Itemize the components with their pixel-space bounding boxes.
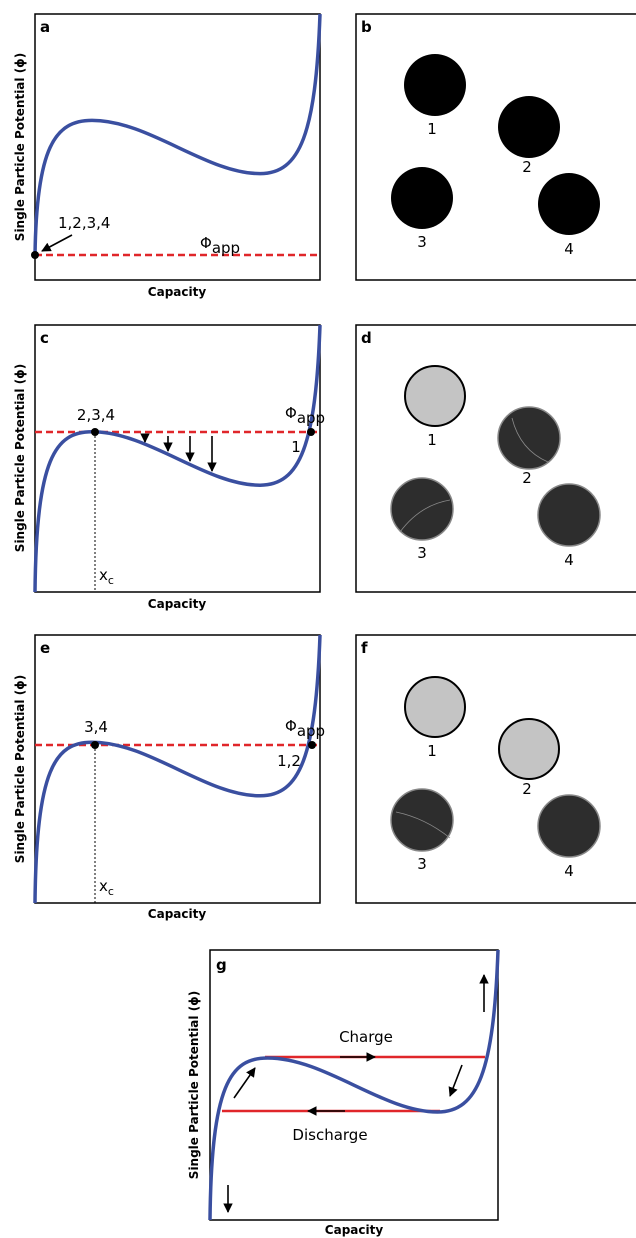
particle-label: 1 xyxy=(427,120,437,138)
point xyxy=(91,741,99,749)
frame xyxy=(356,325,636,592)
particle xyxy=(498,407,560,469)
particle-label: 3 xyxy=(417,233,427,251)
y-label: Single Particle Potential (ϕ) xyxy=(13,364,27,552)
particle-label: 2 xyxy=(522,469,532,487)
x-label: Capacity xyxy=(325,1223,384,1237)
particle-label: 3 xyxy=(417,855,427,873)
y-label: Single Particle Potential (ϕ) xyxy=(13,53,27,241)
potential-label: Φapp xyxy=(200,234,240,257)
symbol: Φ xyxy=(200,234,212,252)
point-label: 1 xyxy=(291,438,301,456)
particle xyxy=(498,96,560,158)
panel-label: c xyxy=(40,329,49,347)
discharge-label: Discharge xyxy=(292,1126,367,1144)
point xyxy=(91,428,99,436)
symbol: Φ xyxy=(285,404,297,422)
point-label: 1,2 xyxy=(277,752,301,770)
panel-e: e Single Particle Potential (ϕ) Capacity… xyxy=(13,635,325,921)
symbol: Φ xyxy=(285,717,297,735)
particle xyxy=(391,167,453,229)
symbol: x xyxy=(99,877,108,895)
panel-b: b 1 2 3 4 xyxy=(356,14,636,280)
panel-d: d 1 2 3 4 xyxy=(356,325,636,592)
subscript: app xyxy=(297,409,325,427)
point xyxy=(308,741,316,749)
x-label: Capacity xyxy=(148,597,207,611)
subscript: c xyxy=(108,885,114,898)
particle-label: 4 xyxy=(564,551,574,569)
x-label: Capacity xyxy=(148,907,207,921)
potential-label: Φapp xyxy=(285,404,325,427)
y-label: Single Particle Potential (ϕ) xyxy=(187,991,201,1179)
critical-label: xc xyxy=(99,566,114,587)
y-label: Single Particle Potential (ϕ) xyxy=(13,675,27,863)
particle xyxy=(391,478,453,540)
particle xyxy=(499,719,559,779)
page: a Single Particle Potential (ϕ) Capacity… xyxy=(0,0,636,1238)
subscript: app xyxy=(212,239,240,257)
particle xyxy=(538,173,600,235)
particle xyxy=(391,789,453,851)
particle xyxy=(538,484,600,546)
point-label: 3,4 xyxy=(84,718,108,736)
frame xyxy=(356,635,636,903)
particle-label: 4 xyxy=(564,862,574,880)
point xyxy=(31,251,39,259)
arrow xyxy=(234,1068,255,1098)
particle xyxy=(404,54,466,116)
particle-label: 2 xyxy=(522,780,532,798)
particle xyxy=(405,677,465,737)
subscript: app xyxy=(297,722,325,740)
potential-label: Φapp xyxy=(285,717,325,740)
panel-label: d xyxy=(361,329,372,347)
panel-c: c Single Particle Potential (ϕ) Capacity… xyxy=(13,325,325,611)
arrow xyxy=(42,235,72,251)
symbol: x xyxy=(99,566,108,584)
figure: a Single Particle Potential (ϕ) Capacity… xyxy=(0,0,636,1238)
particle-label: 1 xyxy=(427,742,437,760)
particle-label: 2 xyxy=(522,158,532,176)
particle-label: 1 xyxy=(427,431,437,449)
point-label: 2,3,4 xyxy=(77,406,115,424)
panel-label: f xyxy=(361,639,368,657)
panel-label: b xyxy=(361,18,372,36)
particle-label: 4 xyxy=(564,240,574,258)
particle xyxy=(405,366,465,426)
charge-label: Charge xyxy=(339,1028,393,1046)
particle xyxy=(538,795,600,857)
critical-label: xc xyxy=(99,877,114,898)
x-label: Capacity xyxy=(148,285,207,299)
panel-g: g Single Particle Potential (ϕ) Capacity… xyxy=(187,950,498,1237)
particle-label: 3 xyxy=(417,544,427,562)
panel-label: a xyxy=(40,18,50,36)
panel-a: a Single Particle Potential (ϕ) Capacity… xyxy=(13,14,320,299)
frame xyxy=(356,14,636,280)
panel-label: e xyxy=(40,639,50,657)
panel-f: f 1 2 3 4 xyxy=(356,635,636,903)
panel-label: g xyxy=(216,956,227,974)
subscript: c xyxy=(108,574,114,587)
point-label: 1,2,3,4 xyxy=(58,214,110,232)
point xyxy=(307,428,315,436)
potential-curve xyxy=(35,325,320,592)
arrow xyxy=(450,1065,462,1096)
